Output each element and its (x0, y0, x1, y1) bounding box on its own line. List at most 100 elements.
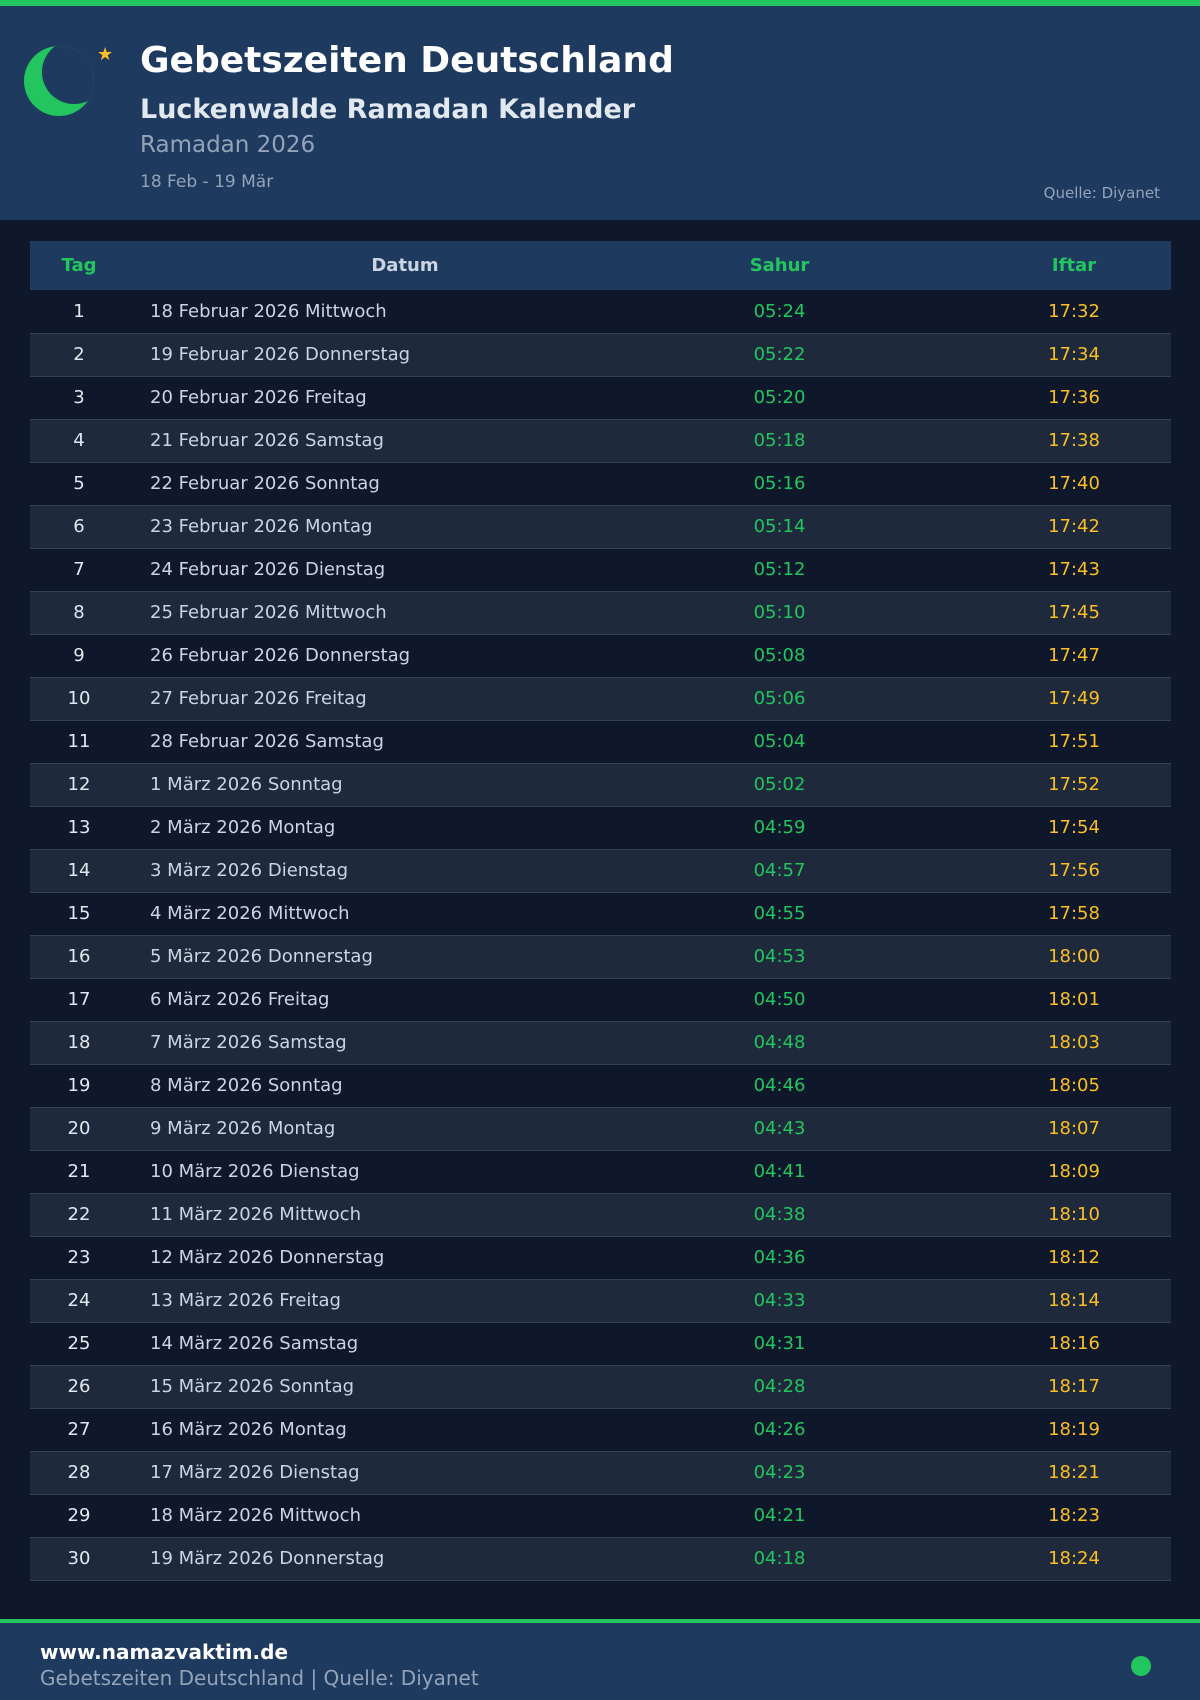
iftar-time: 17:58 (1048, 903, 1100, 924)
sahur-time: 05:10 (753, 602, 806, 623)
table-header: Tag Datum Sahur Iftar (30, 241, 1171, 290)
date: 26 Februar 2026 Donnerstag (150, 645, 411, 666)
table-row: 8 25 Februar 2026 Mittwoch 05:10 17:45 (30, 591, 1171, 634)
iftar-time: 18:05 (1048, 1075, 1100, 1096)
iftar-time: 18:19 (1048, 1419, 1100, 1440)
iftar-time: 18:21 (1048, 1462, 1100, 1483)
iftar-time: 18:23 (1048, 1505, 1100, 1526)
table-row: 2 19 Februar 2026 Donnerstag 05:22 17:34 (30, 333, 1171, 376)
table-row: 14 3 März 2026 Dienstag 04:57 17:56 (30, 849, 1171, 892)
table-row: 20 9 März 2026 Montag 04:43 18:07 (30, 1107, 1171, 1150)
day-number: 6 (73, 516, 85, 537)
column-header-iftar: Iftar (1051, 255, 1097, 276)
sahur-time: 05:14 (753, 516, 806, 537)
iftar-time: 17:36 (1048, 387, 1100, 408)
day-number: 13 (67, 817, 91, 838)
date: 24 Februar 2026 Dienstag (150, 559, 386, 580)
iftar-time: 17:34 (1048, 344, 1100, 365)
day-number: 21 (67, 1161, 91, 1182)
sahur-time: 05:20 (753, 387, 806, 408)
sahur-time: 05:18 (753, 430, 806, 451)
sahur-time: 05:06 (753, 688, 806, 709)
table-row: 13 2 März 2026 Montag 04:59 17:54 (30, 806, 1171, 849)
sahur-time: 05:02 (753, 774, 806, 795)
sahur-time: 04:53 (753, 946, 806, 967)
day-number: 19 (67, 1075, 91, 1096)
page-subtitle: Luckenwalde Ramadan Kalender (140, 94, 636, 125)
day-number: 8 (73, 602, 85, 623)
table-row: 4 21 Februar 2026 Samstag 05:18 17:38 (30, 419, 1171, 462)
iftar-time: 18:01 (1048, 989, 1100, 1010)
date: 19 Februar 2026 Donnerstag (150, 344, 411, 365)
day-number: 30 (67, 1548, 91, 1569)
sahur-time: 04:41 (753, 1161, 806, 1182)
star-icon: ★ (97, 44, 114, 65)
table-row: 22 11 März 2026 Mittwoch 04:38 18:10 (30, 1193, 1171, 1236)
date: 4 März 2026 Mittwoch (150, 903, 350, 924)
day-number: 10 (67, 688, 91, 709)
table-row: 11 28 Februar 2026 Samstag 05:04 17:51 (30, 720, 1171, 763)
top-accent-bar (0, 0, 1200, 6)
sahur-time: 04:31 (753, 1333, 806, 1354)
date: 11 März 2026 Mittwoch (150, 1204, 361, 1225)
iftar-time: 18:16 (1048, 1333, 1100, 1354)
iftar-time: 17:32 (1048, 300, 1100, 322)
table-row: 19 8 März 2026 Sonntag 04:46 18:05 (30, 1064, 1171, 1107)
table-row: 21 10 März 2026 Dienstag 04:41 18:09 (30, 1150, 1171, 1193)
date: 14 März 2026 Samstag (150, 1333, 359, 1354)
table-row: 18 7 März 2026 Samstag 04:48 18:03 (30, 1021, 1171, 1064)
date: 6 März 2026 Freitag (150, 989, 330, 1010)
day-number: 29 (67, 1505, 91, 1526)
footer-accent-line (0, 1619, 1200, 1623)
footer-website-link[interactable]: www.namazvaktim.de (40, 1640, 289, 1664)
sahur-time: 04:28 (753, 1376, 806, 1397)
date: 25 Februar 2026 Mittwoch (150, 602, 387, 623)
footer-subtitle: Gebetszeiten Deutschland | Quelle: Diyan… (40, 1666, 479, 1690)
date: 5 März 2026 Donnerstag (150, 946, 373, 967)
date: 28 Februar 2026 Samstag (150, 731, 384, 752)
date-range: 18 Feb - 19 Mär (140, 172, 274, 192)
date: 18 Februar 2026 Mittwoch (150, 300, 387, 322)
date: 13 März 2026 Freitag (150, 1290, 341, 1311)
header: ★ Gebetszeiten Deutschland Luckenwalde R… (0, 6, 1200, 220)
sahur-time: 05:12 (753, 559, 806, 580)
date: 3 März 2026 Dienstag (150, 860, 349, 881)
iftar-time: 17:56 (1048, 860, 1100, 881)
date: 27 Februar 2026 Freitag (150, 688, 367, 709)
table-row: 29 18 März 2026 Mittwoch 04:21 18:23 (30, 1494, 1171, 1537)
day-number: 4 (73, 430, 85, 451)
sahur-time: 04:50 (753, 989, 806, 1010)
iftar-time: 17:45 (1048, 602, 1100, 623)
iftar-time: 17:40 (1048, 473, 1100, 494)
sahur-time: 04:38 (753, 1204, 806, 1225)
table-row: 25 14 März 2026 Samstag 04:31 18:16 (30, 1322, 1171, 1365)
date: 19 März 2026 Donnerstag (150, 1548, 385, 1569)
table-row: 10 27 Februar 2026 Freitag 05:06 17:49 (30, 677, 1171, 720)
day-number: 9 (73, 645, 85, 666)
sahur-time: 05:22 (753, 344, 806, 365)
table-row: 3 20 Februar 2026 Freitag 05:20 17:36 (30, 376, 1171, 419)
iftar-time: 17:38 (1048, 430, 1100, 451)
table-row: 26 15 März 2026 Sonntag 04:28 18:17 (30, 1365, 1171, 1408)
day-number: 22 (67, 1204, 91, 1225)
day-number: 27 (67, 1419, 91, 1440)
iftar-time: 17:54 (1048, 817, 1100, 838)
date: 20 Februar 2026 Freitag (150, 387, 367, 408)
day-number: 17 (67, 989, 91, 1010)
source-label: Quelle: Diyanet (1043, 184, 1160, 202)
date: 7 März 2026 Samstag (150, 1032, 347, 1053)
date: 2 März 2026 Montag (150, 817, 336, 838)
iftar-time: 17:47 (1048, 645, 1100, 666)
date: 23 Februar 2026 Montag (150, 516, 373, 537)
ramadan-year: Ramadan 2026 (140, 132, 316, 158)
iftar-time: 18:14 (1048, 1290, 1100, 1311)
iftar-time: 18:12 (1048, 1247, 1100, 1268)
footer: www.namazvaktim.de Gebetszeiten Deutschl… (0, 1623, 1200, 1700)
day-number: 11 (67, 731, 91, 752)
day-number: 28 (67, 1462, 91, 1483)
table-row: 7 24 Februar 2026 Dienstag 05:12 17:43 (30, 548, 1171, 591)
page-title: Gebetszeiten Deutschland (140, 40, 674, 81)
day-number: 18 (67, 1032, 91, 1053)
date: 18 März 2026 Mittwoch (150, 1505, 361, 1526)
table-row: 30 19 März 2026 Donnerstag 04:18 18:24 (30, 1537, 1171, 1580)
